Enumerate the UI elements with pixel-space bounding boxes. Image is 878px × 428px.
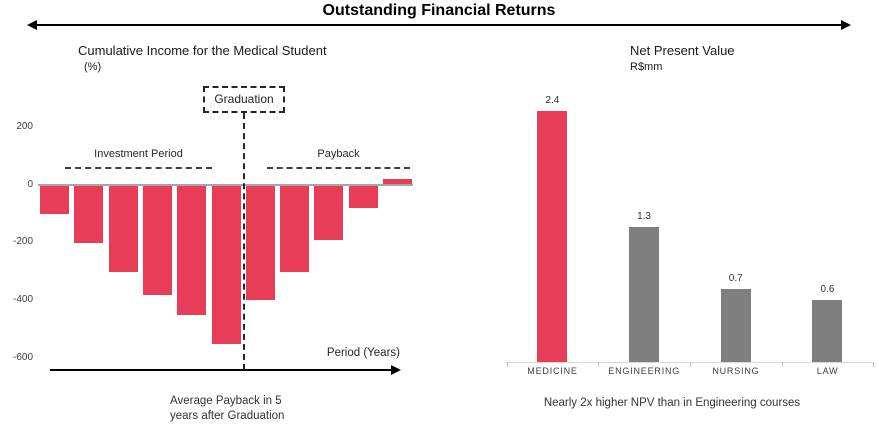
x-axis-label: Period (Years) [326, 347, 400, 359]
axis-tick [506, 362, 508, 367]
graduation-dashed-line [243, 113, 245, 370]
left-bar [245, 185, 275, 301]
double-headed-arrow [27, 20, 851, 30]
bar-value-label: 0.6 [820, 283, 835, 295]
left-bar [40, 185, 69, 214]
left-bar [108, 185, 138, 272]
y-tick-label: -400 [12, 293, 33, 305]
y-tick-label: -200 [12, 236, 33, 248]
left-chart-subtitle: (%) [84, 61, 102, 73]
page-title: Outstanding Financial Returns [322, 2, 556, 19]
left-bar [280, 185, 310, 272]
bar-value-label: 1.3 [637, 210, 651, 222]
left-caption-line1: Average Payback in 5 [170, 395, 282, 407]
left-bar [314, 185, 344, 240]
axis-tick [689, 362, 691, 367]
right-chart-subtitle: R$mm [630, 61, 663, 73]
bar-value-label: 0.7 [728, 273, 743, 285]
category-label: LAW [816, 366, 839, 376]
category-label: MEDICINE [527, 366, 578, 376]
payback-dashed-line [267, 167, 410, 169]
right-bar [629, 226, 660, 363]
left-bar [74, 185, 104, 243]
y-tick-label: 0 [27, 178, 33, 190]
category-label: ENGINEERING [608, 366, 681, 376]
investment-period-label: Investment Period [94, 148, 183, 160]
right-chart-caption: Nearly 2x higher NPV than in Engineering… [543, 397, 801, 409]
left-chart-title: Cumulative Income for the Medical Studen… [78, 43, 327, 58]
zero-axis-line [38, 184, 413, 186]
left-bar [177, 185, 207, 315]
left-chart-caption: Average Payback in 5 years after Graduat… [170, 394, 284, 424]
right-bar [812, 299, 843, 363]
left-bar [383, 178, 412, 185]
left-bar [211, 185, 241, 344]
payback-label: Payback [317, 148, 360, 160]
axis-tick [598, 362, 600, 367]
y-tick-label: -600 [12, 351, 33, 363]
left-bar [348, 185, 378, 209]
right-bar [537, 111, 568, 363]
y-tick-label: 200 [16, 120, 33, 132]
graduation-callout: Graduation [203, 86, 285, 113]
right-bar [720, 289, 751, 363]
category-label: NURSING [712, 366, 760, 376]
axis-tick [781, 362, 783, 367]
investment-period-dashed-line [65, 167, 212, 169]
left-caption-line2: years after Graduation [170, 410, 285, 422]
bar-value-label: 2.4 [545, 95, 560, 107]
x-axis-arrow [50, 365, 401, 375]
right-chart-title: Net Present Value [630, 43, 735, 58]
axis-tick [873, 362, 875, 367]
left-bar [142, 185, 172, 295]
